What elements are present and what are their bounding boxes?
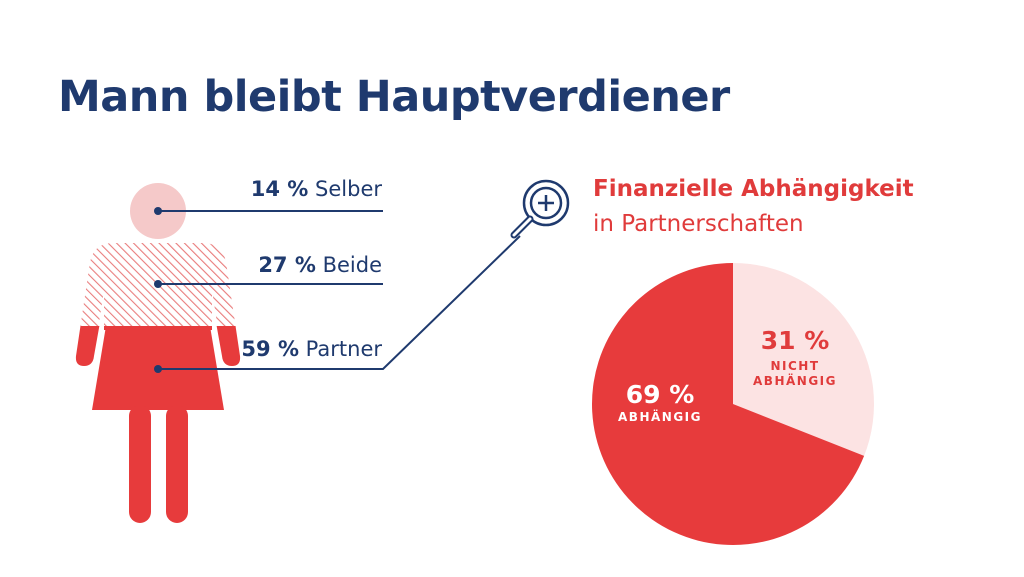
pie-label-abhaengig-caption: ABHÄNGIG (618, 410, 702, 425)
label-partner-name: Partner (305, 337, 382, 361)
label-beide-percent: 27 % (258, 253, 316, 277)
pie-slice-abhaengig (592, 263, 865, 545)
figure-leg-left (129, 405, 151, 523)
label-selber: 14 % Selber (251, 177, 382, 201)
label-partner-percent: 59 % (241, 337, 299, 361)
leader-dot-selber (154, 207, 162, 215)
label-beide: 27 % Beide (258, 253, 382, 277)
pie-label-abhaengig-line-1: ABHÄNGIG (618, 410, 702, 424)
label-partner: 59 % Partner (241, 337, 382, 361)
woman-figure-icon (75, 183, 241, 523)
leader-dot-beide (154, 280, 162, 288)
pie-slice-nicht-abhaengig (733, 263, 874, 456)
leader-line-partner (158, 235, 521, 370)
pie-label-nicht-abhaengig-line-2: ABHÄNGIG (753, 374, 837, 388)
leader-dot-partner (154, 365, 162, 373)
pie-label-abhaengig-value: 69 % (625, 380, 695, 409)
magnifier-plus-icon (510, 179, 570, 239)
page-title: Mann bleibt Hauptverdiener (58, 72, 730, 122)
figure-leg-right (166, 405, 188, 523)
pie-title: Finanzielle Abhängigkeit (593, 176, 914, 202)
pie-chart (592, 263, 874, 545)
label-selber-percent: 14 % (250, 177, 309, 201)
leader-lines (154, 207, 521, 373)
label-beide-name: Beide (322, 253, 382, 277)
pie-label-nicht-abhaengig-line-1: NICHT (770, 359, 820, 373)
label-selber-name: Selber (315, 177, 382, 201)
figure-torso-red (75, 326, 241, 366)
pie-subtitle: in Partnerschaften (593, 211, 804, 237)
pie-label-nicht-abhaengig-caption: NICHT ABHÄNGIG (753, 359, 837, 389)
pie-label-nicht-abhaengig-value: 31 % (760, 326, 830, 355)
